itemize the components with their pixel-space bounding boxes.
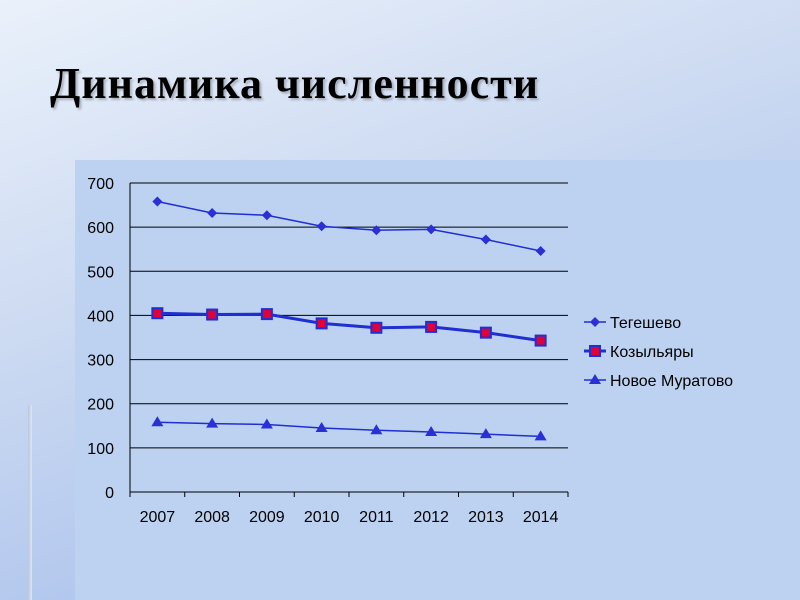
grid-layer <box>129 182 569 497</box>
data-point-square <box>315 317 328 330</box>
data-point-diamond <box>152 196 163 207</box>
data-point-diamond <box>371 225 382 236</box>
legend-label: Тегешево <box>610 315 681 332</box>
y-tick-label: 300 <box>87 353 114 370</box>
x-tick-label: 2010 <box>304 509 340 526</box>
data-point-triangle <box>206 417 219 428</box>
y-tick-label: 600 <box>87 220 114 237</box>
data-point-square <box>151 307 164 320</box>
series-line-2 <box>157 311 541 343</box>
x-tick-label: 2011 <box>359 509 394 526</box>
data-point-triangle <box>151 416 164 427</box>
data-point-triangle <box>260 418 273 429</box>
data-point-triangle <box>315 421 328 432</box>
x-tick-label: 2014 <box>523 509 559 526</box>
data-point-diamond <box>535 245 546 256</box>
data-point-triangle <box>534 430 547 441</box>
data-point-diamond <box>426 224 437 235</box>
x-tick-label: 2012 <box>413 509 449 526</box>
x-tick-label: 2009 <box>249 509 285 526</box>
y-tick-label: 100 <box>87 441 114 458</box>
data-point-square <box>370 321 383 334</box>
data-point-triangle <box>370 424 383 435</box>
series-line-3 <box>157 421 541 438</box>
data-point-diamond <box>480 234 491 245</box>
chart-panel <box>75 160 800 600</box>
y-tick-label: 400 <box>87 308 114 325</box>
series-layer <box>151 196 547 441</box>
legend-label: Козыльяры <box>610 344 694 361</box>
legend-marker-triangle <box>589 374 601 384</box>
data-point-diamond <box>316 221 327 232</box>
data-point-square <box>479 326 492 339</box>
tick-layer: 0 100 200 300 400 500 600 700 2007 2008 2009 2010 20… <box>87 176 558 526</box>
x-tick-label: 2007 <box>140 509 176 526</box>
y-tick-label: 500 <box>87 264 114 281</box>
x-tick-label: 2013 <box>468 509 504 526</box>
data-point-diamond <box>261 210 272 221</box>
y-tick-label: 200 <box>87 397 114 414</box>
data-point-square <box>260 308 273 321</box>
page-title: Динамика численности <box>50 59 540 108</box>
legend-marker-diamond <box>590 317 600 327</box>
data-point-square <box>425 320 438 333</box>
legend: Тегешево Козыльяры Новое Муратово <box>584 315 733 390</box>
data-point-square <box>206 308 219 321</box>
series-line-1 <box>157 200 541 252</box>
legend-label: Новое Муратово <box>610 373 733 390</box>
y-tick-label: 0 <box>105 485 114 502</box>
data-point-square <box>534 334 547 347</box>
decorative-bar-left <box>28 405 32 600</box>
y-tick-label: 700 <box>87 176 114 193</box>
data-point-triangle <box>425 425 438 436</box>
legend-marker-square <box>589 345 601 357</box>
data-point-diamond <box>207 208 218 219</box>
x-tick-label: 2008 <box>194 509 230 526</box>
data-point-triangle <box>479 428 492 439</box>
